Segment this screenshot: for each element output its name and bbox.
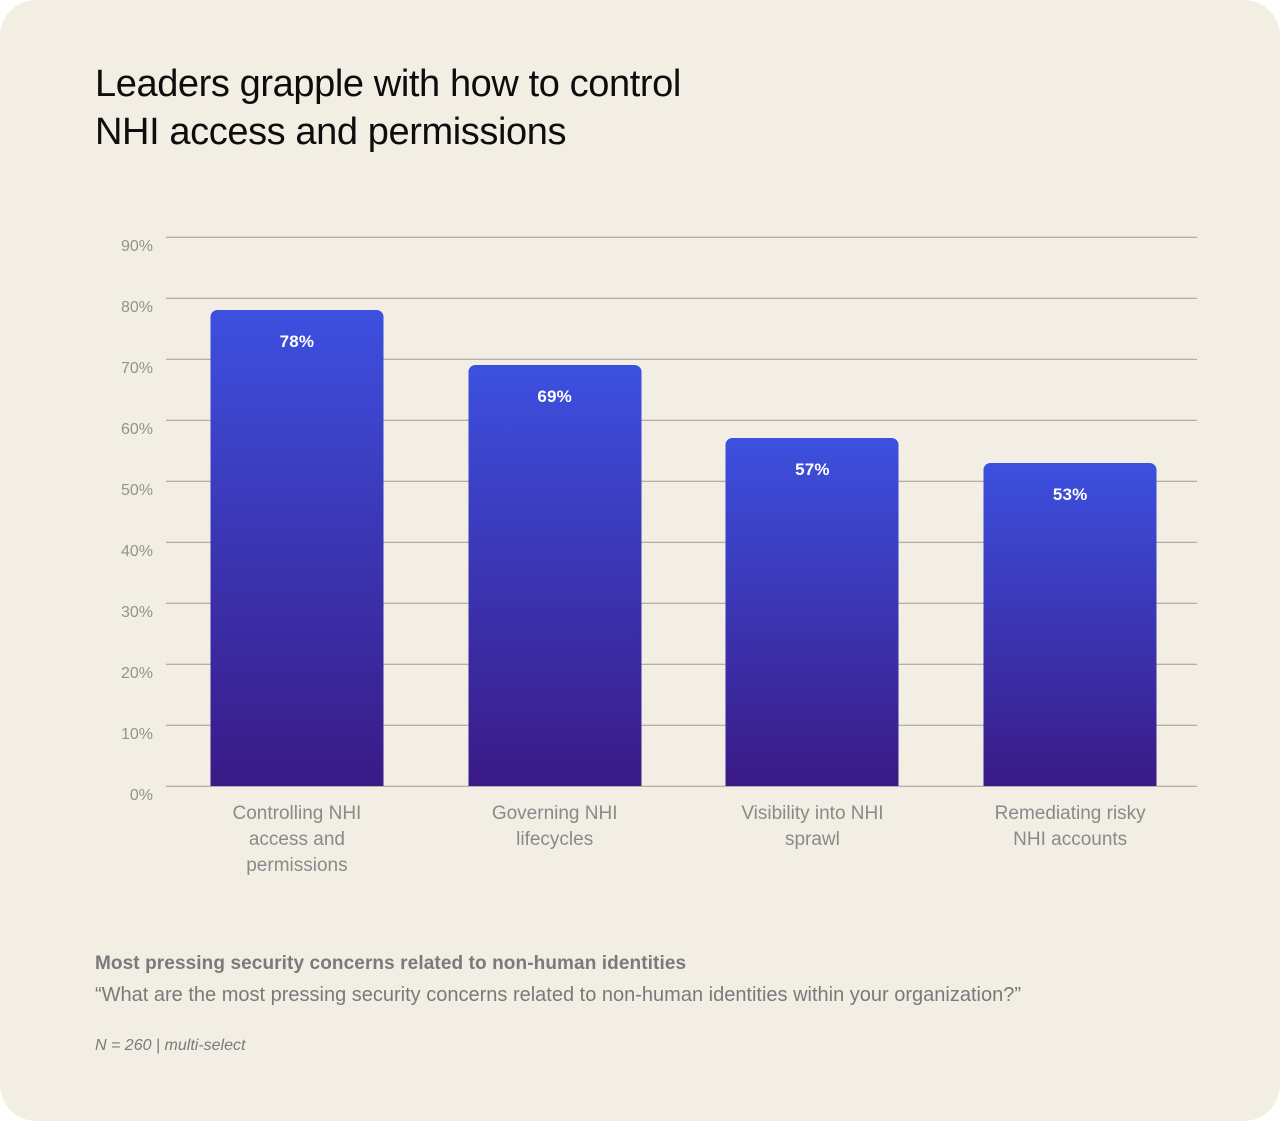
x-axis-category-label: Controlling NHI access and permissions — [232, 803, 362, 876]
y-axis-tick-label: 30% — [120, 604, 153, 621]
y-axis-tick-label: 10% — [120, 726, 153, 743]
gridline — [166, 480, 1197, 482]
bar-chart-plot-area: 0% 10% 20% 30% 40% 50% 60% 70% 80% 90% 78% Controll… — [121, 236, 1197, 876]
gridline — [166, 419, 1197, 421]
y-axis-tick-label: 0% — [129, 787, 153, 804]
gridline — [166, 358, 1197, 360]
footer-sample-note: N = 260 | multi-select — [95, 1037, 246, 1054]
footer-survey-question: “What are the most pressing security con… — [95, 984, 1022, 1006]
bar: 78% — [210, 310, 384, 786]
chart-footer: Most pressing security concerns related … — [95, 953, 1021, 1055]
y-axis-tick-label: 70% — [120, 360, 153, 377]
y-axis-tick-label: 80% — [120, 299, 153, 316]
x-axis-category-label: Remediating risky NHI accounts — [994, 803, 1146, 850]
y-axis-tick-label: 50% — [120, 482, 153, 499]
gridline — [166, 785, 1197, 787]
x-axis-category-label: Visibility into NHI sprawl — [741, 803, 884, 850]
x-axis-category-label: Governing NHI lifecycles — [491, 803, 618, 850]
bar-value-label: 53% — [1052, 484, 1088, 504]
chart-title: Leaders grapple with how to control NHI … — [95, 63, 681, 153]
y-axis-tick-label: 90% — [120, 238, 153, 255]
bar: 53% — [983, 462, 1157, 786]
gridline — [166, 236, 1197, 238]
y-axis-tick-label: 60% — [120, 421, 153, 438]
y-axis-tick-label: 40% — [120, 543, 153, 560]
gridline — [166, 602, 1197, 604]
gridline — [166, 297, 1197, 299]
bar: 57% — [725, 438, 899, 786]
bar: 69% — [468, 365, 642, 786]
gridline — [166, 541, 1197, 543]
footer-heading: Most pressing security concerns related … — [95, 953, 687, 974]
y-axis-tick-label: 20% — [120, 665, 153, 682]
bar-value-label: 69% — [537, 387, 572, 407]
gridline — [166, 724, 1197, 726]
bar-value-label: 57% — [795, 460, 830, 480]
gridline — [166, 663, 1197, 665]
bar-value-label: 78% — [279, 332, 315, 352]
